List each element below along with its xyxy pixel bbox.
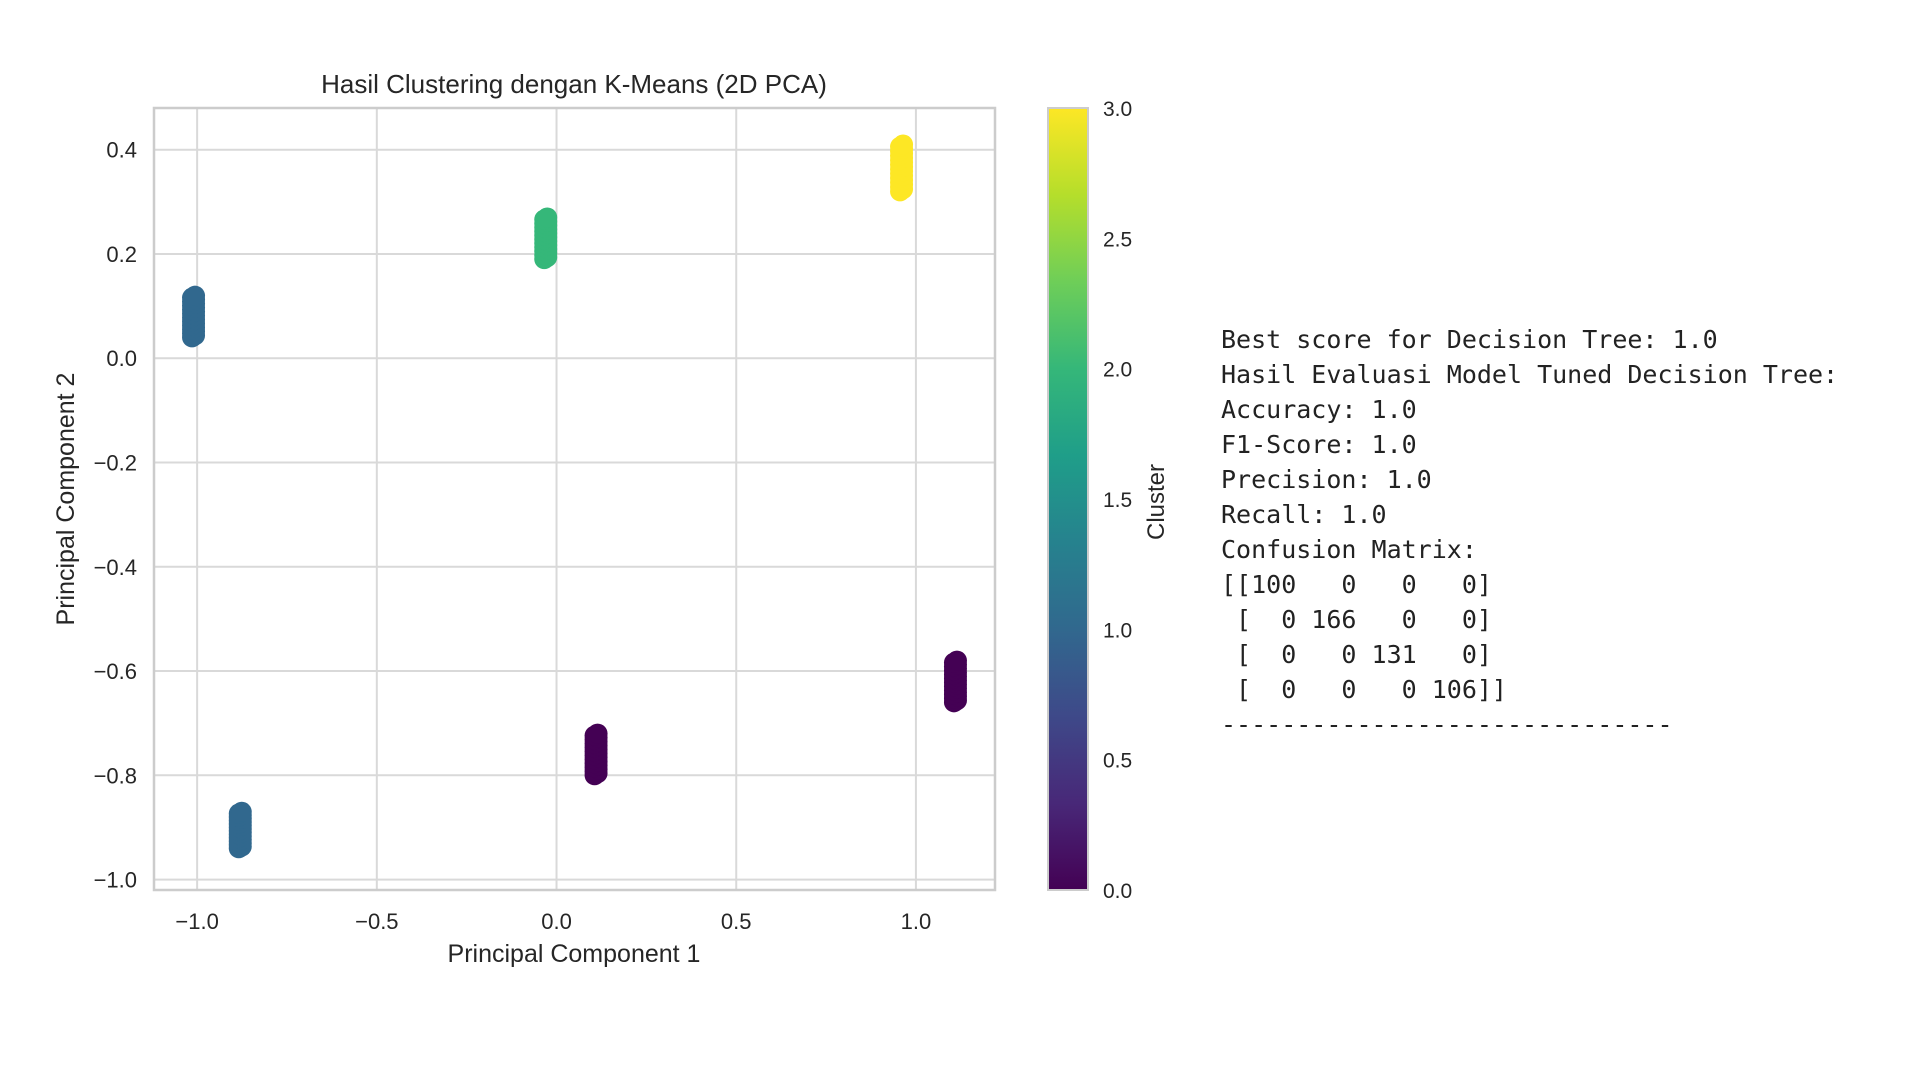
colorbar-tick-label: 0.0 (1103, 880, 1132, 903)
x-axis-ticks: −1.0 −0.5 0.0 0.5 1.0 (175, 909, 931, 934)
console-line: Accuracy: 1.0 (1221, 395, 1417, 424)
y-axis-ticks: 0.4 0.2 0.0 −0.2 −0.4 −0.6 −0.8 −1.0 (94, 138, 137, 893)
scatter-points (182, 134, 967, 859)
chart-title: Hasil Clustering dengan K-Means (2D PCA) (321, 69, 827, 99)
x-tick-label: 1.0 (901, 909, 932, 934)
console-line: [[100 0 0 0] (1221, 570, 1492, 599)
colorbar-label: Cluster (1143, 464, 1170, 540)
console-line: Best score for Decision Tree: 1.0 (1221, 325, 1718, 354)
cluster-3-points (890, 134, 914, 202)
colorbar-tick-label: 1.0 (1103, 619, 1132, 642)
console-line: Confusion Matrix: (1221, 535, 1477, 564)
y-tick-label: −1.0 (94, 868, 137, 893)
console-line: F1-Score: 1.0 (1221, 430, 1417, 459)
x-axis-label: Principal Component 1 (448, 940, 701, 968)
x-tick-label: 0.5 (721, 909, 752, 934)
cluster-1-points (182, 285, 206, 348)
console-line: [ 0 0 0 106]] (1221, 675, 1507, 704)
y-tick-label: −0.4 (94, 555, 137, 580)
y-tick-label: 0.4 (106, 138, 137, 163)
colorbar-tick-label: 3.0 (1103, 98, 1132, 121)
colorbar-tick-label: 2.0 (1103, 359, 1132, 382)
console-line: Hasil Evaluasi Model Tuned Decision Tree… (1221, 360, 1839, 389)
console-line: ------------------------------ (1221, 710, 1673, 739)
x-tick-label: −1.0 (175, 909, 218, 934)
cluster-0-points (943, 650, 967, 713)
y-tick-label: 0.2 (106, 242, 137, 267)
scatter-point (231, 801, 252, 822)
console-line: [ 0 0 131 0] (1221, 640, 1492, 669)
y-tick-label: −0.2 (94, 451, 137, 476)
console-line: Recall: 1.0 (1221, 500, 1387, 529)
console-output: Best score for Decision Tree: 1.0 Hasil E… (1221, 322, 1838, 742)
y-tick-label: 0.0 (106, 346, 137, 371)
scatter-point (893, 134, 914, 155)
cluster-2-points (534, 207, 558, 270)
plot-frame (152, 106, 997, 892)
console-line: Precision: 1.0 (1221, 465, 1432, 494)
colorbar (1047, 107, 1089, 891)
colorbar-tick-label: 0.5 (1103, 750, 1132, 773)
scatter-point (946, 650, 967, 671)
scatter-point (587, 723, 608, 744)
scatter-point (185, 285, 206, 306)
scatter-point (537, 207, 558, 228)
colorbar-ticks: 3.0 2.5 2.0 1.5 1.0 0.5 0.0 (1103, 98, 1132, 903)
cluster-0-points (584, 723, 608, 786)
x-tick-label: −0.5 (355, 909, 398, 934)
colorbar-tick-label: 2.5 (1103, 228, 1132, 251)
y-tick-label: −0.6 (94, 659, 137, 684)
plot-area (154, 108, 995, 890)
console-line: [ 0 166 0 0] (1221, 605, 1492, 634)
colorbar-tick-label: 1.5 (1103, 489, 1132, 512)
y-tick-label: −0.8 (94, 763, 137, 788)
cluster-1-points (228, 801, 252, 859)
y-axis-label: Principal Component 2 (52, 373, 80, 626)
x-tick-label: 0.0 (541, 909, 572, 934)
